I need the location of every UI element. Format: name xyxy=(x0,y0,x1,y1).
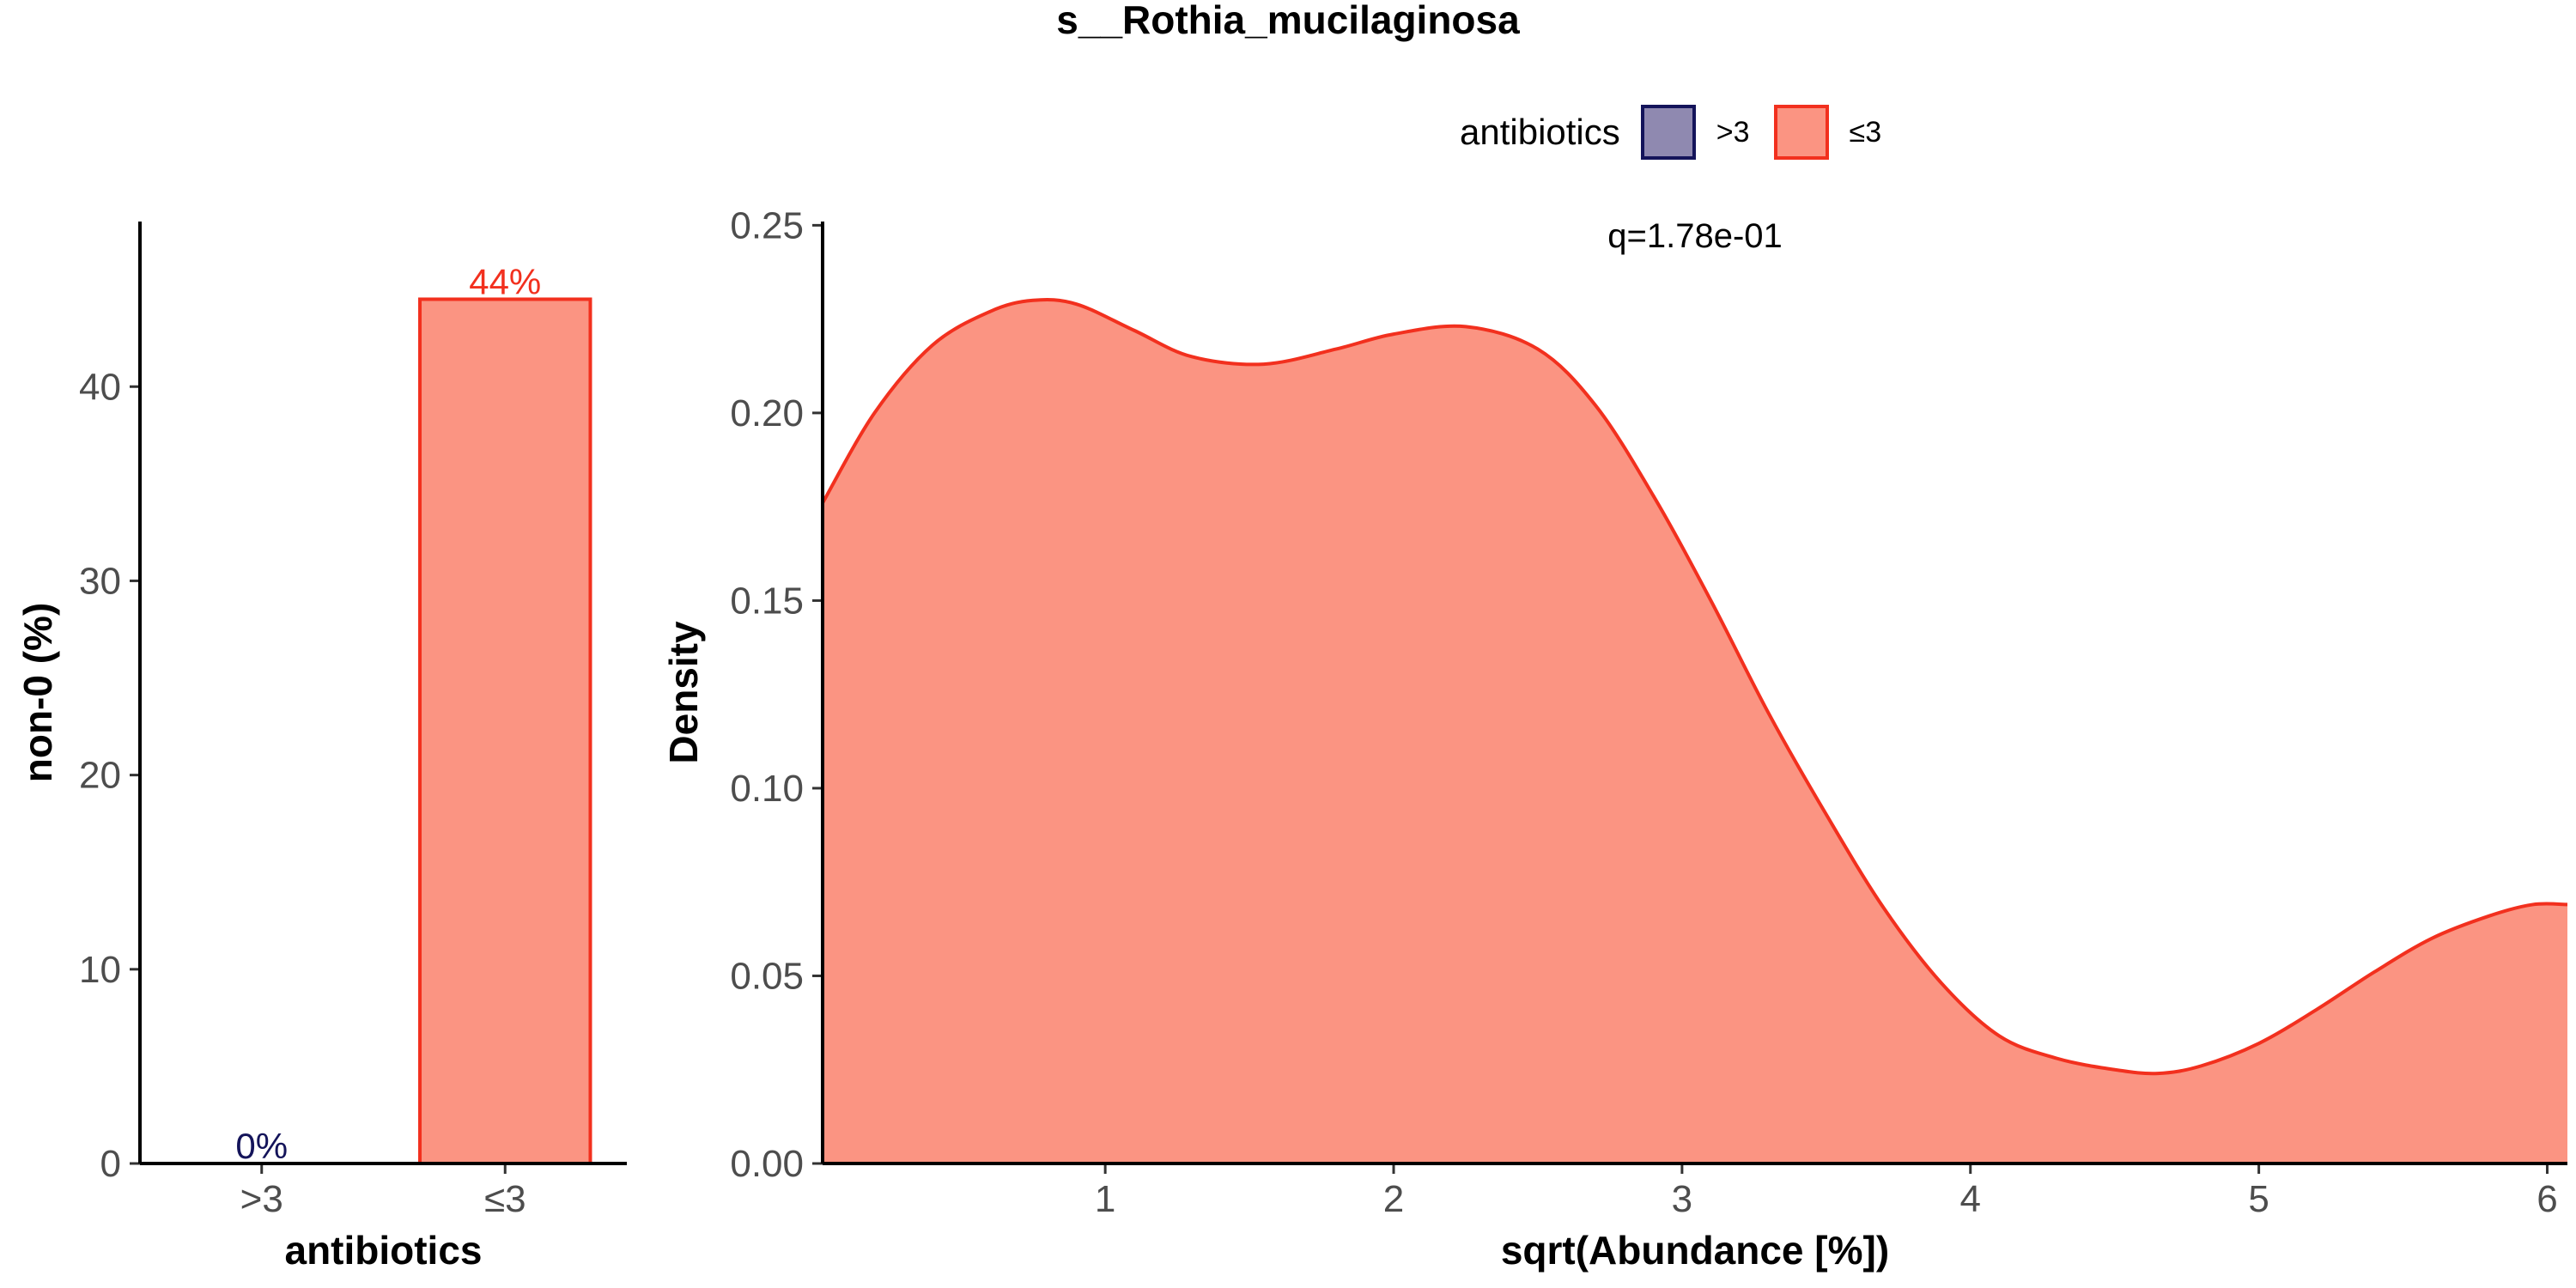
density-area-0 xyxy=(823,299,2567,1163)
bar-y-axis-title: non-0 (%) xyxy=(15,603,60,783)
bar-y-tick-label-0: 0 xyxy=(100,1143,121,1185)
density-y-tick-label-1: 0.05 xyxy=(730,955,804,997)
density-x-tick-label-1: 2 xyxy=(1383,1178,1404,1220)
bar-y-tick-label-4: 40 xyxy=(79,366,121,408)
bar-x-tick-label-1: ≤3 xyxy=(484,1178,526,1220)
density-y-tick-label-5: 0.25 xyxy=(730,204,804,246)
density-x-tick-label-0: 1 xyxy=(1095,1178,1115,1220)
density-line-0 xyxy=(821,297,2568,1076)
bar-x-tick-label-0: >3 xyxy=(240,1178,283,1220)
legend-label-le3: ≤3 xyxy=(1849,115,1882,149)
legend-label-gt3: >3 xyxy=(1716,115,1750,149)
bar-data-label-1: 44% xyxy=(469,261,541,301)
density-x-axis-title: sqrt(Abundance [%]) xyxy=(1501,1228,1889,1273)
density-y-tick-label-4: 0.20 xyxy=(730,392,804,434)
legend: antibiotics >3 ≤3 xyxy=(1460,101,1905,163)
density-x-tick-label-2: 3 xyxy=(1672,1178,1692,1220)
density-x-tick-label-3: 4 xyxy=(1960,1178,1981,1220)
bar-1 xyxy=(418,297,592,1165)
density-y-tick-label-2: 0.10 xyxy=(730,768,804,810)
chart-title: s__Rothia_mucilaginosa xyxy=(1056,0,1520,42)
legend-key-le3 xyxy=(1773,105,1829,160)
bar-y-tick-label-1: 10 xyxy=(79,949,121,991)
density-y-tick-label-0: 0.00 xyxy=(730,1143,804,1185)
density-x-tick-label-4: 5 xyxy=(2248,1178,2269,1220)
bar-y-tick-label-3: 30 xyxy=(79,560,121,602)
density-y-tick-label-3: 0.15 xyxy=(730,580,804,622)
density-y-axis-title: Density xyxy=(661,621,706,764)
density-x-tick-label-5: 6 xyxy=(2537,1178,2557,1220)
bar-data-label-0: 0% xyxy=(235,1126,288,1166)
q-value-annotation: q=1.78e-01 xyxy=(1607,217,1783,255)
bar-y-tick-label-2: 20 xyxy=(79,755,121,797)
legend-title: antibiotics xyxy=(1460,112,1620,152)
legend-key-gt3 xyxy=(1640,105,1696,160)
bar-x-axis-title: antibiotics xyxy=(284,1228,482,1273)
